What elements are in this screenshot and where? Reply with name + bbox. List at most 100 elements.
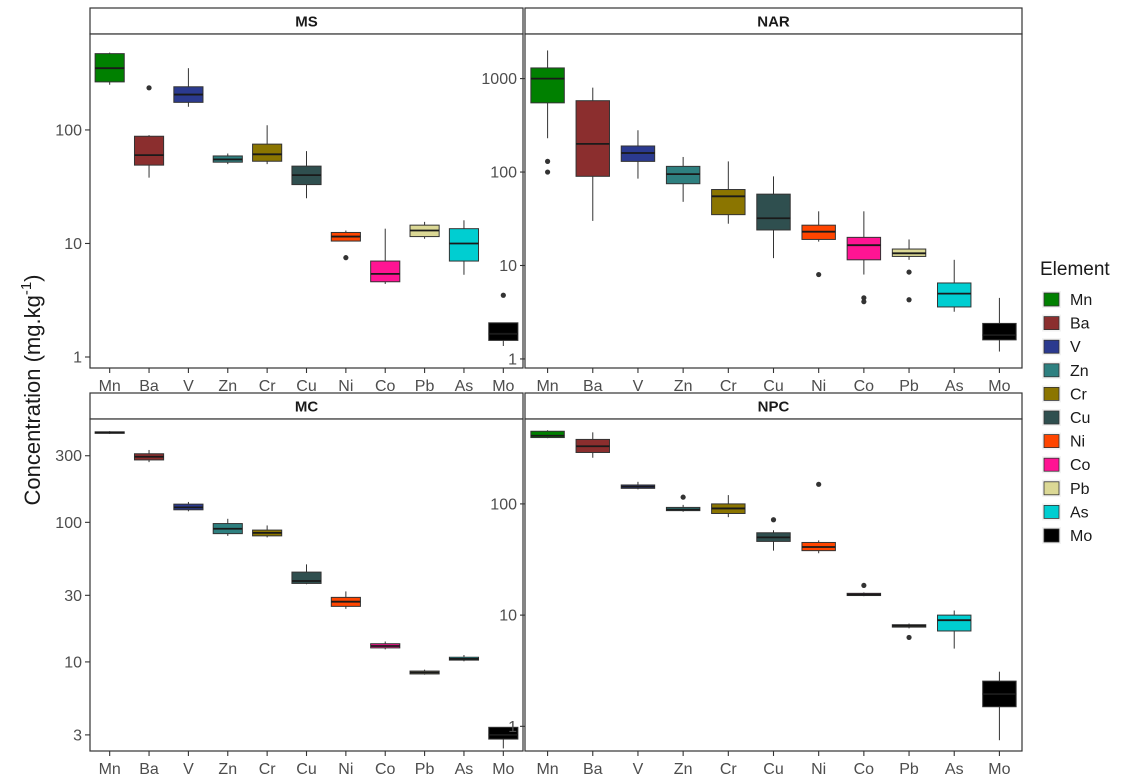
x-tick-label: Cu (763, 378, 783, 395)
y-tick-label: 300 (55, 448, 82, 465)
y-tick-label: 100 (490, 496, 517, 513)
legend-label: Mo (1070, 528, 1092, 545)
box-mc-mo (488, 726, 519, 749)
x-tick-label: V (183, 378, 194, 395)
x-tick-label: V (633, 761, 644, 778)
panel-nar: NAR 1 10 100 1000 Mn Ba V Zn Cr Cu Ni Co Pb As Mo (481, 7, 1023, 395)
panel-nar-border (524, 33, 1023, 369)
legend-swatch (1043, 504, 1060, 519)
box-mc-cu (291, 564, 322, 585)
box-mc-v (173, 501, 204, 512)
box-mc-co (370, 641, 401, 650)
legend-label: Pb (1070, 481, 1090, 498)
outlier-point (906, 297, 912, 303)
box-ms-v (173, 68, 204, 107)
x-tick-label: Zn (674, 761, 693, 778)
box-ms-mo (488, 292, 519, 346)
panel-nar-strip (524, 7, 1023, 35)
x-tick-label: As (945, 761, 964, 778)
x-tick-label: Cu (296, 761, 316, 778)
y-tick-label: 10 (499, 608, 517, 625)
x-tick-label: Ni (338, 378, 353, 395)
box-body (530, 67, 565, 104)
legend-label: Ba (1070, 316, 1090, 333)
y-tick-label: 10 (499, 258, 517, 275)
box-npc-ni (801, 481, 836, 554)
box-nar-as (937, 259, 972, 312)
box-body (937, 282, 972, 308)
legend-swatch (1043, 410, 1060, 425)
box-ms-zn (212, 153, 243, 165)
box-npc-zn (665, 494, 701, 512)
x-tick-label: Co (375, 378, 396, 395)
outlier-point (343, 255, 349, 261)
outlier-point (906, 269, 912, 275)
box-body (982, 322, 1017, 341)
panel-ms-border (89, 33, 524, 369)
panel-mc-border (89, 418, 524, 752)
box-nar-cr (711, 161, 746, 224)
x-tick-label: V (633, 378, 644, 395)
legend-swatch (1043, 292, 1060, 307)
outlier-point (816, 271, 822, 278)
x-tick-label: Cr (259, 378, 277, 395)
legend-label: Ni (1070, 434, 1085, 451)
legend-item-zn: Zn (1042, 361, 1089, 380)
box-ms-pb (409, 221, 440, 239)
x-tick-label: As (455, 378, 474, 395)
box-body (711, 189, 746, 216)
x-tick-label: As (455, 761, 474, 778)
legend-item-cu: Cu (1042, 409, 1090, 427)
outlier-point (146, 85, 152, 91)
panel-npc-title: NPC (758, 399, 790, 416)
x-tick-label: Ni (811, 761, 826, 778)
box-npc-cu (756, 517, 791, 551)
x-tick-label: Mo (492, 378, 514, 395)
legend-swatch (1043, 386, 1060, 401)
outlier-point (770, 517, 777, 523)
y-tick-label: 3 (73, 727, 82, 744)
panel-npc-plot-area (525, 419, 1022, 751)
y-tick-label: 1 (508, 719, 517, 736)
x-tick-label: Cr (720, 761, 738, 778)
x-tick-label: Ni (811, 378, 826, 395)
box-nar-zn (665, 156, 701, 202)
x-tick-label: Mn (99, 378, 121, 395)
outlier-point (680, 494, 686, 500)
box-body (665, 165, 701, 185)
legend-swatch (1043, 481, 1060, 496)
box-ms-as (448, 220, 480, 275)
legend-label: As (1070, 504, 1089, 521)
legend-title: Element (1040, 259, 1110, 280)
outlier-point (906, 634, 912, 641)
legend-swatch (1043, 363, 1060, 378)
x-tick-label: Cu (763, 761, 783, 778)
box-nar-v (620, 130, 656, 179)
box-mc-as (448, 655, 480, 662)
y-axis-label-main: Concentration (mg.kg (20, 295, 45, 505)
x-tick-label: Mn (99, 761, 121, 778)
box-mc-zn (212, 518, 243, 536)
legend-item-mn: Mn (1042, 291, 1092, 309)
box-ms-ba (133, 85, 165, 178)
y-tick-label: 30 (64, 588, 82, 605)
box-nar-mo (982, 297, 1017, 352)
legend-swatch (1043, 457, 1060, 472)
x-tick-label: Cr (720, 378, 738, 395)
legend: Element Mn Ba V Zn Cr Cu Ni Co Pb As Mo (1040, 259, 1110, 545)
box-body (252, 143, 283, 162)
legend-label: Zn (1070, 363, 1089, 380)
x-tick-label: Co (375, 761, 396, 778)
outlier-point (861, 295, 867, 301)
y-tick-label: 10 (64, 236, 82, 253)
box-npc-as (937, 610, 972, 649)
y-tick-label: 10 (64, 654, 82, 671)
x-tick-label: Mo (492, 761, 514, 778)
x-tick-label: Cu (296, 378, 316, 395)
x-tick-label: V (183, 761, 194, 778)
y-tick-label: 1 (73, 349, 82, 366)
legend-swatch (1043, 528, 1060, 543)
legend-swatch (1043, 316, 1060, 331)
box-mc-ba (133, 449, 165, 463)
box-npc-v (620, 481, 656, 490)
